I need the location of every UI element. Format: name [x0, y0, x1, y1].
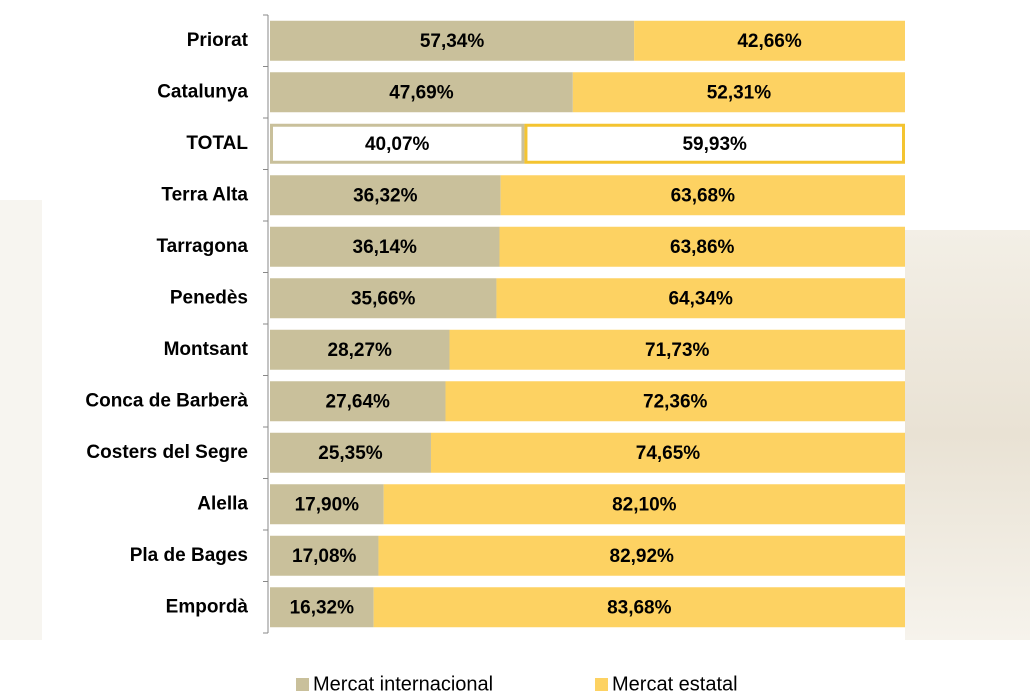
- value-label: 82,92%: [610, 546, 675, 567]
- value-label: 36,32%: [353, 185, 418, 206]
- category-label: Montsant: [164, 339, 249, 360]
- value-label: 63,86%: [670, 237, 735, 258]
- legend-label: Mercat internacional: [313, 673, 493, 695]
- category-label: Catalunya: [157, 81, 248, 102]
- value-label: 83,68%: [607, 597, 672, 618]
- value-label: 47,69%: [389, 82, 454, 103]
- legend-swatch: [296, 678, 309, 691]
- legend-swatch: [595, 678, 608, 691]
- category-label: Penedès: [170, 287, 248, 308]
- category-label: Pla de Bages: [130, 545, 248, 566]
- category-label: Priorat: [187, 30, 249, 51]
- value-label: 17,90%: [295, 494, 360, 515]
- value-label: 40,07%: [365, 134, 430, 155]
- value-label: 57,34%: [420, 31, 485, 52]
- value-label: 74,65%: [636, 443, 701, 464]
- value-label: 59,93%: [682, 134, 747, 155]
- value-label: 52,31%: [707, 82, 772, 103]
- value-label: 72,36%: [643, 391, 708, 412]
- value-label: 64,34%: [668, 288, 733, 309]
- category-label: Alella: [197, 493, 248, 514]
- value-label: 16,32%: [290, 597, 355, 618]
- category-label: TOTAL: [186, 133, 248, 154]
- value-label: 71,73%: [645, 340, 710, 361]
- value-label: 82,10%: [612, 494, 677, 515]
- legend-label: Mercat estatal: [612, 673, 738, 695]
- value-label: 27,64%: [326, 391, 391, 412]
- chart: Priorat 57,34% 42,66% Catalunya 47,69% 52,31%…: [0, 0, 1030, 695]
- value-label: 35,66%: [351, 288, 416, 309]
- value-label: 63,68%: [671, 185, 736, 206]
- category-label: Terra Alta: [161, 184, 248, 205]
- background-image: [0, 200, 42, 640]
- value-label: 28,27%: [328, 340, 393, 361]
- category-label: Tarragona: [156, 236, 248, 257]
- category-label: Costers del Segre: [86, 442, 248, 463]
- value-label: 42,66%: [737, 31, 802, 52]
- value-label: 17,08%: [292, 546, 357, 567]
- plot: Priorat 57,34% 42,66% Catalunya 47,69% 52,31%…: [85, 15, 905, 695]
- value-label: 25,35%: [318, 443, 383, 464]
- category-label: Conca de Barberà: [85, 390, 248, 411]
- category-label: Empordà: [166, 596, 249, 617]
- value-label: 36,14%: [353, 237, 418, 258]
- background-image: [905, 230, 1030, 640]
